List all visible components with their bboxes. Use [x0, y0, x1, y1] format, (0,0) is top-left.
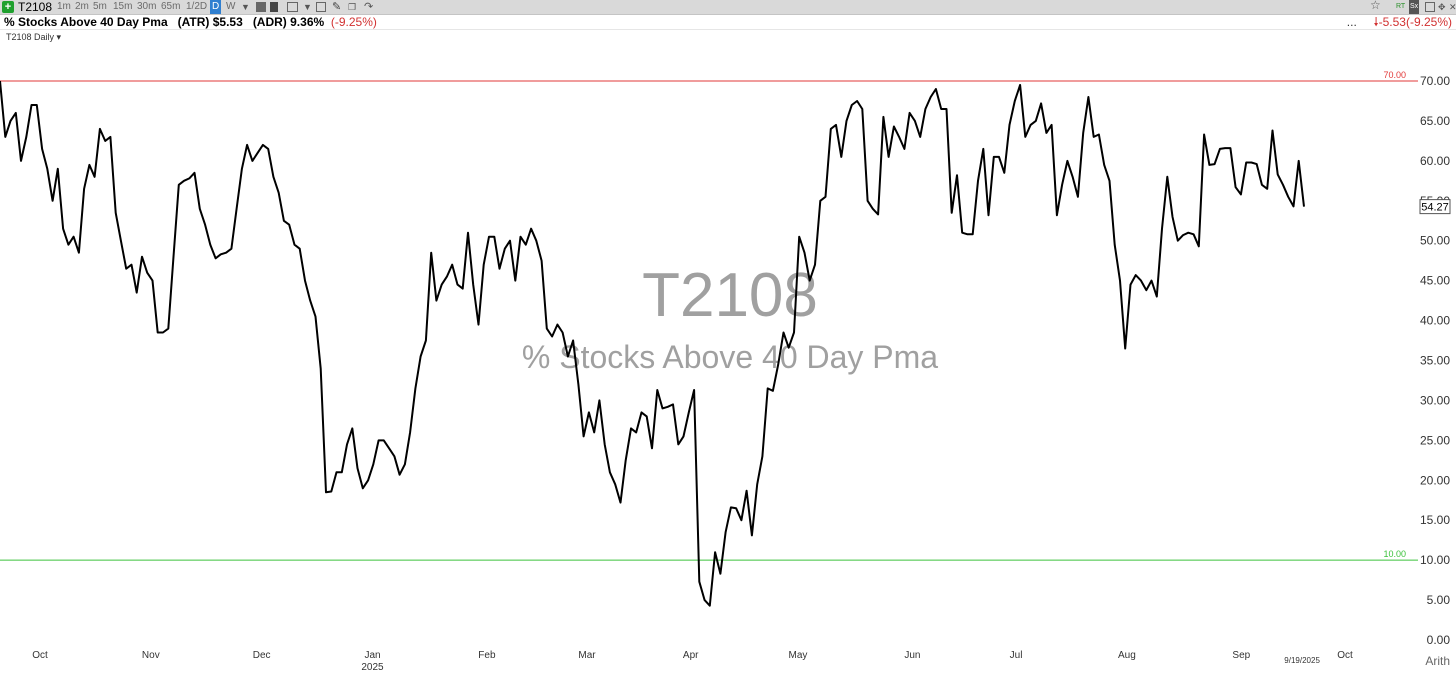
x-tick-label: Jun — [904, 650, 920, 661]
more-dots[interactable]: ... — [1346, 15, 1357, 29]
reference-levels: 70.00 10.00 — [0, 70, 1418, 561]
timeframe-dropdown-icon[interactable]: ▼ — [241, 2, 250, 12]
y-tick-label: 5.00 — [1427, 593, 1451, 607]
layout-icon[interactable] — [287, 2, 298, 12]
y-tick-label: 50.00 — [1420, 234, 1450, 248]
last-value-marker: 54.27 — [1419, 199, 1451, 215]
change-percent: (-9.25%) — [330, 15, 377, 29]
x-tick-label: Mar — [578, 650, 596, 661]
y-tick-label: 15.00 — [1420, 513, 1450, 527]
toolbar: + T2108 1m 2m 5m 15m 30m 65m 1/2D D W ▼ … — [0, 0, 1456, 15]
timeframe-5m[interactable]: 5m — [93, 1, 107, 12]
header-divider — [0, 29, 1456, 30]
add-symbol-icon[interactable]: + — [2, 1, 14, 13]
y-tick-label: 45.00 — [1420, 274, 1450, 288]
timeframe-halfday[interactable]: 1/2D — [186, 1, 208, 12]
timeframe-65m[interactable]: 65m — [161, 1, 181, 12]
x-tick-label: Apr — [683, 650, 699, 661]
y-tick-label: 0.00 — [1427, 633, 1451, 647]
x-tick-label: Nov — [142, 650, 160, 661]
y-axis: 0.00 5.00 10.00 15.00 20.00 25.00 30.00 35.00 40… — [1420, 74, 1450, 647]
down-arrow-icon: 🠗 — [1373, 15, 1379, 29]
x-tick-label: 9/19/2025 — [1284, 656, 1320, 665]
x-tick-label: Dec — [253, 650, 271, 661]
chart-label: T2108 Daily — [6, 32, 55, 42]
draw-tool-icon[interactable]: ✎ — [332, 1, 342, 13]
timeframe-15m[interactable]: 15m — [113, 1, 133, 12]
x-tick-label: Oct — [1337, 650, 1353, 661]
x-tick-label: Aug — [1118, 650, 1136, 661]
x-tick-label: May — [789, 650, 808, 661]
x-tick-label: Sep — [1232, 650, 1250, 661]
close-icon[interactable]: ✕ — [1449, 2, 1456, 12]
y-tick-label: 30.00 — [1420, 393, 1450, 407]
x-tick-label: Feb — [478, 650, 496, 661]
y-tick-label: 40.00 — [1420, 314, 1450, 328]
instrument-title: % Stocks Above 40 Day Pma — [4, 15, 168, 29]
watermark: T2108 % Stocks Above 40 Day Pma — [522, 261, 938, 375]
move-icon[interactable]: ✥ — [1438, 2, 1446, 12]
adr-value: (ADR) 9.36% — [252, 15, 325, 29]
x-tick-label: Jan — [364, 650, 380, 661]
scale-mode[interactable]: Arith — [1425, 654, 1450, 668]
dropdown-icon[interactable]: ▼ — [303, 2, 312, 12]
last-value-box — [1419, 199, 1451, 215]
right-change: -5.53(-9.25%) — [1378, 15, 1452, 29]
share-icon[interactable]: ↷ — [364, 1, 374, 13]
copy-icon[interactable]: ❐ — [348, 2, 357, 12]
chart-header: % Stocks Above 40 Day Pma (ATR) $5.53 (A… — [4, 15, 377, 29]
maximize-icon[interactable] — [1425, 2, 1435, 12]
watermark-title: T2108 — [642, 261, 818, 330]
symbol-label[interactable]: T2108 — [18, 0, 53, 14]
timeframe-daily[interactable]: D — [210, 0, 222, 14]
timeframe-weekly[interactable]: W — [226, 1, 236, 12]
series-layer — [0, 80, 1305, 607]
level-label: 70.00 — [1383, 70, 1406, 80]
sx-badge: Sx — [1409, 0, 1420, 14]
timeframe-30m[interactable]: 30m — [137, 1, 157, 12]
y-tick-label: 65.00 — [1420, 114, 1450, 128]
timeframe-1m[interactable]: 1m — [57, 1, 71, 12]
settings-icon[interactable] — [316, 2, 326, 12]
timeframe-2m[interactable]: 2m — [75, 1, 89, 12]
bar-type-icon[interactable] — [256, 2, 266, 12]
y-tick-label: 35.00 — [1420, 354, 1450, 368]
chart-label-dropdown-icon[interactable]: ▾ — [56, 32, 62, 42]
y-tick-label: 70.00 — [1420, 74, 1450, 88]
candle-icon[interactable] — [270, 2, 278, 12]
y-tick-label: 60.00 — [1420, 154, 1450, 168]
right-info: ... 🠗-5.53(-9.25%) — [1347, 15, 1452, 29]
atr-value: (ATR) $5.53 — [177, 15, 243, 29]
y-tick-label: 25.00 — [1420, 433, 1450, 447]
x-tick-year: 2025 — [361, 662, 384, 673]
chart-subheader[interactable]: T2108 Daily ▾ — [6, 31, 61, 43]
series-line — [0, 80, 1305, 607]
y-tick-label: 20.00 — [1420, 473, 1450, 487]
star-icon[interactable]: ☆ — [1370, 0, 1381, 12]
y-tick-label: 10.00 — [1420, 553, 1450, 567]
watermark-subtitle: % Stocks Above 40 Day Pma — [522, 339, 938, 375]
realtime-badge: RT — [1396, 3, 1406, 10]
x-tick-label: Jul — [1010, 650, 1023, 661]
x-tick-label: Oct — [32, 650, 48, 661]
level-label: 10.00 — [1383, 549, 1406, 559]
last-value-label: 54.27 — [1421, 202, 1449, 214]
